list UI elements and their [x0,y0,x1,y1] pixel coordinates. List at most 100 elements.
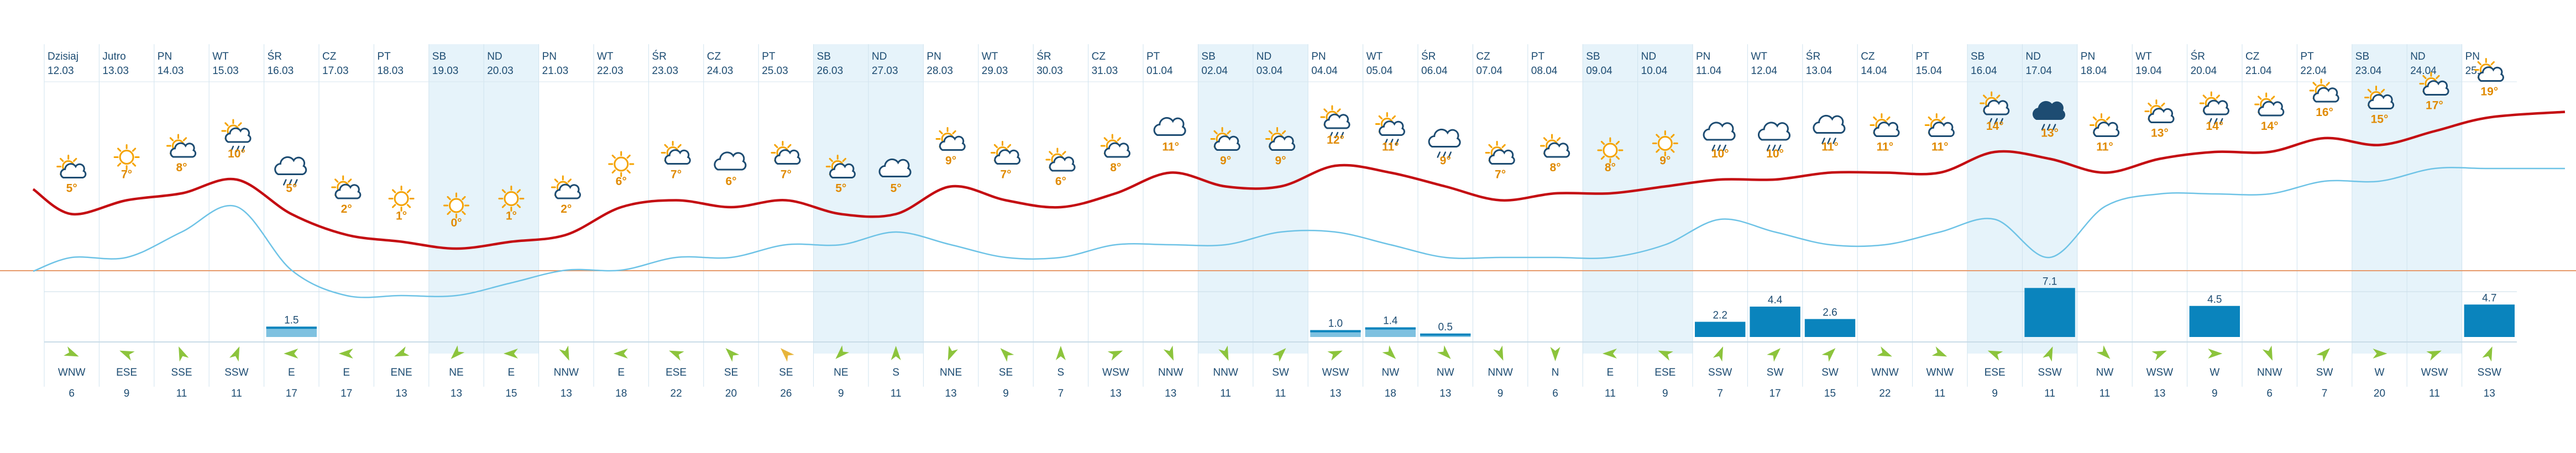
partly-cloudy-icon [1870,113,1900,137]
wind-arrow-icon [725,348,740,362]
day-label: CZ [707,51,721,62]
day-column-bg [1198,44,1253,354]
temperature-label: 0° [451,217,462,229]
temperature-label: 14° [2206,120,2223,133]
wind-arrow-icon [1107,350,1123,361]
date-label: 10.04 [1641,65,1668,77]
precipitation-label: 7.1 [2043,276,2057,287]
wind-arrow-icon [559,345,569,361]
temperature-label: 9° [945,155,956,167]
date-label: 04.04 [1311,65,1338,77]
day-label: ŚR [1036,50,1051,62]
date-label: 19.03 [432,65,459,77]
day-column-bg [2187,44,2242,354]
precipitation-bar-top [266,326,317,329]
wind-arrow-icon [1218,345,1229,361]
cloudy-icon [878,158,912,177]
temperature-label: 10° [1711,148,1729,160]
temperature-label: 11° [1931,141,1949,154]
day-label: ŚR [268,50,282,62]
day-label: Dzisiaj [48,51,78,62]
wind-arrow-icon [229,346,240,362]
wind-arrow-icon [1327,350,1343,361]
temperature-label: 1° [506,210,517,223]
wind-arrow-icon [284,349,299,359]
partly-cloudy-icon [771,141,801,165]
wind-speed-label: 11 [231,388,242,399]
wind-arrow-icon [1493,345,1504,361]
sunny-icon [1597,137,1624,164]
date-label: 27.03 [872,65,898,77]
wind-direction-label: NNW [1213,367,1238,378]
sunny-icon [388,186,415,212]
temperature-label: 5° [835,182,846,195]
day-label: WT [212,51,229,62]
day-column-bg [1912,44,1967,354]
wind-arrow-icon [1767,348,1781,362]
date-label: 05.04 [1366,65,1393,77]
sun-rain-icon [2199,91,2229,125]
day-label: PT [1531,51,1545,62]
wind-direction-label: ENE [391,367,412,378]
precipitation-bar-top [1365,327,1416,330]
day-column-bg [594,44,649,354]
wind-direction-label: NW [1437,367,1454,378]
day-label: ND [1641,51,1656,62]
day-label: PT [377,51,391,62]
wind-arrow-icon [2151,350,2167,361]
day-label: WT [1751,51,1767,62]
wind-speed-label: 17 [341,388,352,399]
sunny-icon [443,192,469,219]
date-label: 30.03 [1036,65,1063,77]
day-column-bg [209,44,264,354]
temperature-label: 14° [1986,120,2004,133]
wind-speed-label: 13 [945,388,957,399]
wind-speed-label: 6 [1552,388,1558,399]
day-column-bg [2407,44,2462,354]
wind-arrow-icon [2208,349,2223,359]
wind-speed-label: 15 [1824,388,1836,399]
day-label: CZ [322,51,337,62]
temperature-label: 10° [228,148,245,160]
date-label: 21.03 [542,65,569,77]
wind-direction-label: WSW [2146,367,2174,378]
date-label: 19.04 [2135,65,2162,77]
wind-speed-label: 11 [2099,388,2111,399]
day-column-bg [813,44,868,354]
day-label: PT [2300,51,2314,62]
date-label: 23.04 [2355,65,2382,77]
sun-rain-icon [221,119,252,152]
wind-direction-label: S [892,367,899,378]
day-label: WT [2135,51,2152,62]
wind-direction-label: SW [1767,367,1784,378]
temperature-label: 6° [725,175,736,188]
temperature-label: 13° [2151,127,2169,140]
wind-arrow-icon [891,346,901,360]
date-label: 28.03 [926,65,953,77]
wind-arrow-icon [1055,346,1066,360]
wind-direction-label: SSW [224,367,248,378]
partly-cloudy-icon [2474,58,2504,82]
wind-arrow-icon [613,349,628,359]
day-column-bg [1802,44,1858,354]
sunny-icon [113,144,140,170]
wind-speed-label: 13 [1110,388,1122,399]
wind-arrow-icon [179,346,189,362]
day-column-bg [1693,44,1748,354]
wind-speed-label: 9 [1662,388,1668,399]
wind-arrow-icon [1987,350,2003,361]
wind-speed-label: 9 [1498,388,1504,399]
wind-speed-label: 11 [2044,388,2055,399]
wind-speed-label: 11 [1220,388,1231,399]
date-label: 02.04 [1201,65,1228,77]
wind-arrow-icon [2096,345,2111,359]
wind-arrow-icon [1713,346,1724,362]
wind-arrow-icon [2316,348,2330,362]
grid-background [44,44,2517,387]
wind-speed-label: 9 [1992,388,1998,399]
day-label: SB [1971,51,1985,62]
partly-cloudy-icon [1540,134,1570,158]
day-column-bg [1308,44,1363,354]
day-label: SB [2355,51,2369,62]
